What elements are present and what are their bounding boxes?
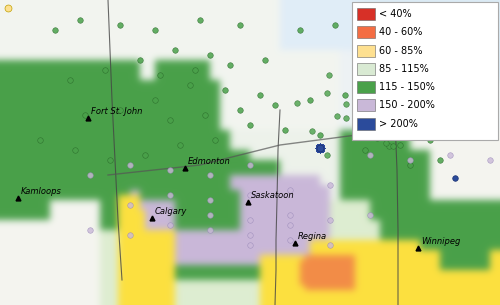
- Text: 150 - 200%: 150 - 200%: [379, 100, 435, 110]
- Text: > 200%: > 200%: [379, 119, 418, 129]
- Text: 85 - 115%: 85 - 115%: [379, 64, 429, 74]
- Text: Edmonton: Edmonton: [188, 157, 231, 166]
- FancyBboxPatch shape: [352, 2, 498, 140]
- Text: 60 - 85%: 60 - 85%: [379, 45, 422, 56]
- Text: Winnipeg: Winnipeg: [421, 237, 461, 246]
- Bar: [357, 118, 375, 130]
- Text: < 40%: < 40%: [379, 9, 412, 19]
- Bar: [357, 81, 375, 93]
- Text: Fort St. John: Fort St. John: [91, 107, 142, 116]
- Bar: [357, 8, 375, 20]
- Bar: [357, 63, 375, 75]
- Text: 115 - 150%: 115 - 150%: [379, 82, 435, 92]
- Text: 40 - 60%: 40 - 60%: [379, 27, 422, 37]
- Bar: [357, 99, 375, 111]
- Text: Saskatoon: Saskatoon: [251, 191, 294, 200]
- Text: Calgary: Calgary: [155, 207, 188, 216]
- Text: Regina: Regina: [298, 232, 327, 241]
- Text: Kamloops: Kamloops: [21, 187, 62, 196]
- Bar: [357, 26, 375, 38]
- Bar: [357, 45, 375, 56]
